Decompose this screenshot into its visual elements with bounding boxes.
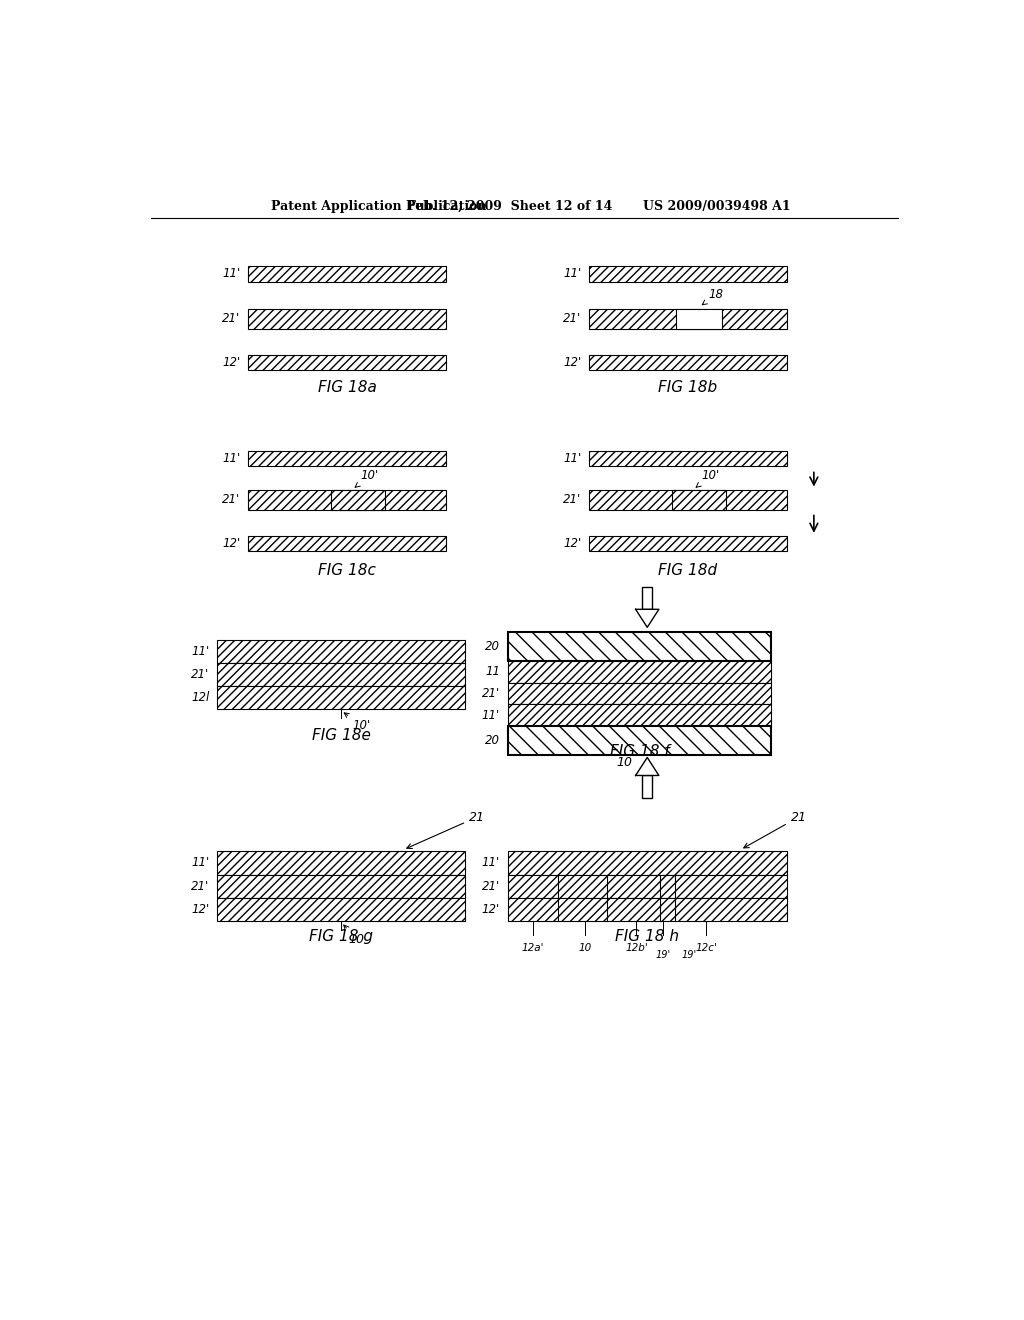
Bar xyxy=(217,663,465,686)
Text: 21': 21' xyxy=(481,686,500,700)
Text: 11: 11 xyxy=(485,665,500,678)
Text: 12': 12' xyxy=(222,356,241,370)
Text: FIG 18 f: FIG 18 f xyxy=(609,743,670,759)
Bar xyxy=(642,587,652,610)
Text: 20: 20 xyxy=(485,734,500,747)
Text: 21': 21' xyxy=(563,312,582,325)
Text: 18: 18 xyxy=(702,288,724,305)
Bar xyxy=(589,451,786,466)
Text: 12': 12' xyxy=(222,537,241,550)
Bar xyxy=(217,686,465,709)
Text: 11': 11' xyxy=(481,709,500,722)
Bar xyxy=(508,874,786,898)
Text: FIG 18 h: FIG 18 h xyxy=(615,928,679,944)
Bar xyxy=(642,775,652,797)
Bar xyxy=(589,309,786,329)
Bar xyxy=(248,451,445,466)
Text: 11': 11' xyxy=(481,857,500,870)
Text: 11': 11' xyxy=(191,857,209,870)
Text: 10: 10 xyxy=(344,925,365,945)
Bar xyxy=(248,490,445,510)
Text: 11': 11' xyxy=(563,268,582,280)
Text: FIG 18a: FIG 18a xyxy=(317,380,377,395)
Bar xyxy=(672,490,726,510)
Text: 11': 11' xyxy=(222,453,241,465)
Text: 10: 10 xyxy=(616,756,632,770)
Bar xyxy=(508,632,771,661)
Text: FIG 18c: FIG 18c xyxy=(318,562,376,578)
Bar xyxy=(589,536,786,552)
Text: FIG 18e: FIG 18e xyxy=(311,729,371,743)
Text: 11': 11' xyxy=(222,268,241,280)
Text: 21': 21' xyxy=(222,312,241,325)
Text: 21': 21' xyxy=(481,879,500,892)
Bar xyxy=(589,355,786,370)
Text: FIG 18d: FIG 18d xyxy=(658,562,718,578)
Polygon shape xyxy=(636,610,658,627)
Text: 21': 21' xyxy=(563,492,582,506)
Bar xyxy=(248,309,445,329)
Bar xyxy=(508,726,771,755)
Text: 10: 10 xyxy=(579,942,592,953)
Text: 21: 21 xyxy=(743,810,807,847)
Bar xyxy=(589,490,786,510)
Text: Feb. 12, 2009  Sheet 12 of 14: Feb. 12, 2009 Sheet 12 of 14 xyxy=(407,199,612,213)
Bar xyxy=(248,536,445,552)
Text: US 2009/0039498 A1: US 2009/0039498 A1 xyxy=(643,199,791,213)
Text: FIG 18b: FIG 18b xyxy=(658,380,718,395)
Text: 20: 20 xyxy=(485,640,500,653)
Text: 10': 10' xyxy=(355,469,379,487)
Bar xyxy=(217,874,465,898)
Bar xyxy=(508,705,771,726)
Text: 12': 12' xyxy=(191,903,209,916)
Text: 19': 19' xyxy=(682,950,696,961)
Text: 10': 10' xyxy=(344,713,371,733)
Text: 21': 21' xyxy=(191,879,209,892)
Text: 12': 12' xyxy=(481,903,500,916)
Bar xyxy=(508,898,786,921)
Text: 21': 21' xyxy=(222,492,241,506)
Bar xyxy=(508,682,771,705)
Polygon shape xyxy=(636,758,658,775)
Text: 12a': 12a' xyxy=(521,942,544,953)
Text: 21: 21 xyxy=(407,810,485,849)
Bar xyxy=(217,851,465,875)
Text: 10': 10' xyxy=(696,469,720,487)
Text: Patent Application Publication: Patent Application Publication xyxy=(271,199,486,213)
Text: 12l: 12l xyxy=(191,690,209,704)
Text: 12c': 12c' xyxy=(695,942,717,953)
Text: 19': 19' xyxy=(655,950,671,961)
Text: 11': 11' xyxy=(191,644,209,657)
Bar xyxy=(248,355,445,370)
Bar xyxy=(217,898,465,921)
Text: 12b': 12b' xyxy=(625,942,648,953)
Text: 11': 11' xyxy=(563,453,582,465)
Text: 12': 12' xyxy=(563,537,582,550)
Bar xyxy=(331,490,385,510)
Bar xyxy=(248,267,445,281)
Bar xyxy=(217,640,465,663)
Text: 12': 12' xyxy=(563,356,582,370)
Text: 21': 21' xyxy=(191,668,209,681)
Bar xyxy=(589,267,786,281)
Bar xyxy=(508,661,771,682)
Text: FIG 18 g: FIG 18 g xyxy=(309,928,373,944)
Bar xyxy=(508,851,786,875)
Bar xyxy=(676,309,722,329)
